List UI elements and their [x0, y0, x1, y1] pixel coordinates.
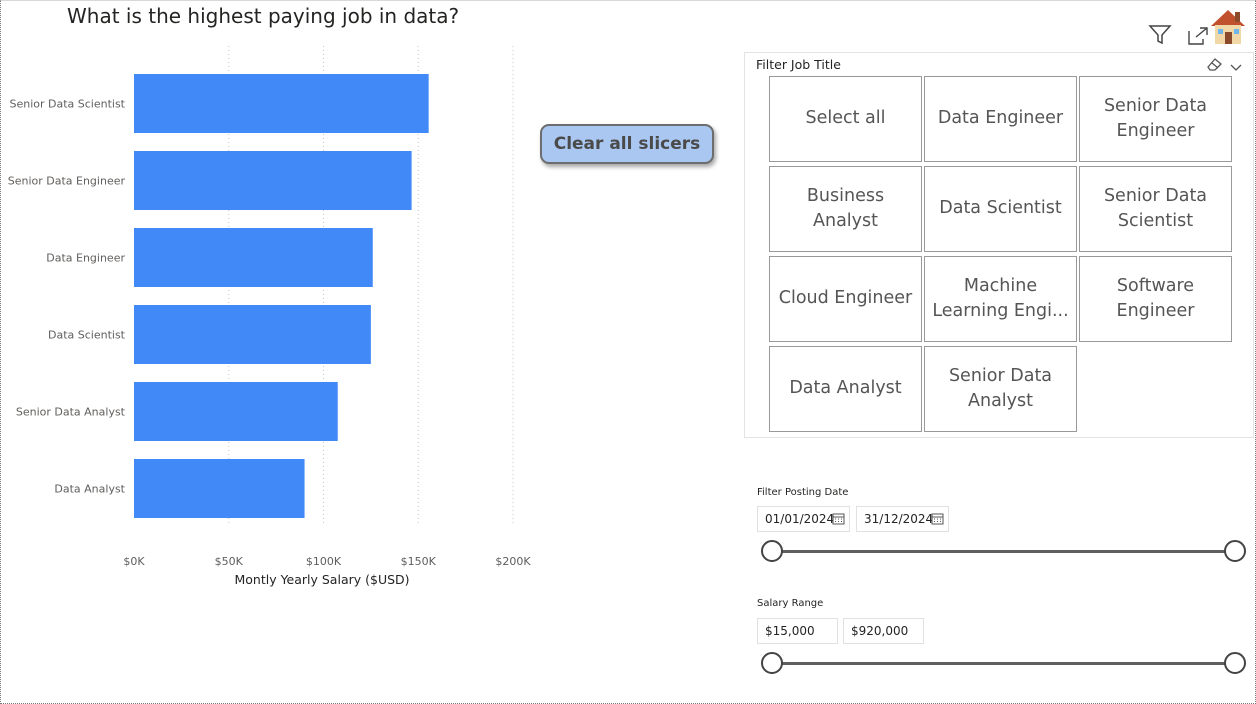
slicer-tile[interactable]: Data Analyst: [769, 346, 922, 432]
bar[interactable]: [134, 305, 371, 364]
x-tick-label: $50K: [215, 555, 244, 568]
chart-title: What is the highest paying job in data?: [67, 4, 460, 28]
y-category-label: Data Analyst: [54, 483, 125, 496]
slicer-tile[interactable]: Senior Data Analyst: [924, 346, 1077, 432]
date-start-handle[interactable]: [761, 540, 783, 562]
bar-chart: Senior Data Scientist Senior Data Enginee…: [8, 46, 531, 587]
slicer-tile[interactable]: Senior Data Engineer: [1079, 76, 1232, 162]
slicer-tile[interactable]: Business Analyst: [769, 166, 922, 252]
posting-date-label: Filter Posting Date: [757, 487, 849, 498]
x-tick-label: $0K: [123, 555, 145, 568]
date-range-track[interactable]: [772, 550, 1236, 553]
focus-mode-icon[interactable]: [1187, 26, 1209, 50]
y-category-label: Data Scientist: [48, 329, 126, 342]
job-title-slicer: [744, 52, 1254, 438]
end-date-input[interactable]: 31/12/2024: [856, 506, 949, 532]
salary-max-handle[interactable]: [1224, 652, 1246, 674]
home-icon[interactable]: [1208, 6, 1248, 50]
start-date-input[interactable]: 01/01/2024: [757, 506, 850, 532]
bar[interactable]: [134, 228, 373, 287]
bar[interactable]: [134, 459, 305, 518]
y-category-label: Senior Data Analyst: [16, 406, 126, 419]
y-category-label: Data Engineer: [46, 252, 125, 265]
bar[interactable]: [134, 151, 412, 210]
x-tick-label: $150K: [401, 555, 437, 568]
salary-range-track[interactable]: [772, 662, 1236, 665]
y-category-label: Senior Data Scientist: [9, 98, 125, 111]
chevron-down-icon[interactable]: [1230, 58, 1242, 77]
date-end-handle[interactable]: [1224, 540, 1246, 562]
calendar-icon[interactable]: [832, 512, 845, 528]
eraser-icon[interactable]: [1206, 56, 1224, 76]
calendar-icon[interactable]: [931, 512, 944, 528]
y-category-label: Senior Data Engineer: [8, 175, 126, 188]
x-tick-label: $100K: [306, 555, 342, 568]
slicer-tile[interactable]: Machine Learning Engi...: [924, 256, 1077, 342]
end-date-value: 31/12/2024: [864, 512, 934, 526]
slicer-tile[interactable]: Select all: [769, 76, 922, 162]
start-date-value: 01/01/2024: [765, 512, 835, 526]
salary-min-value: $15,000: [765, 624, 815, 638]
salary-min-input[interactable]: $15,000: [757, 618, 838, 644]
salary-range-label: Salary Range: [757, 598, 824, 609]
bar[interactable]: [134, 74, 429, 133]
x-tick-label: $200K: [495, 555, 531, 568]
slicer-tile[interactable]: Cloud Engineer: [769, 256, 922, 342]
slicer-tile[interactable]: Data Scientist: [924, 166, 1077, 252]
x-axis-label: Montly Yearly Salary ($USD): [234, 572, 409, 587]
slicer-tile[interactable]: Software Engineer: [1079, 256, 1232, 342]
filter-icon[interactable]: [1148, 24, 1172, 50]
salary-min-handle[interactable]: [761, 652, 783, 674]
salary-max-input[interactable]: $920,000: [843, 618, 924, 644]
clear-all-slicers-button[interactable]: Clear all slicers: [540, 124, 714, 164]
bar[interactable]: [134, 382, 338, 441]
salary-max-value: $920,000: [851, 624, 909, 638]
slicer-tile[interactable]: Data Engineer: [924, 76, 1077, 162]
job-title-slicer-title: Filter Job Title: [756, 57, 841, 72]
slicer-tile[interactable]: Senior Data Scientist: [1079, 166, 1232, 252]
